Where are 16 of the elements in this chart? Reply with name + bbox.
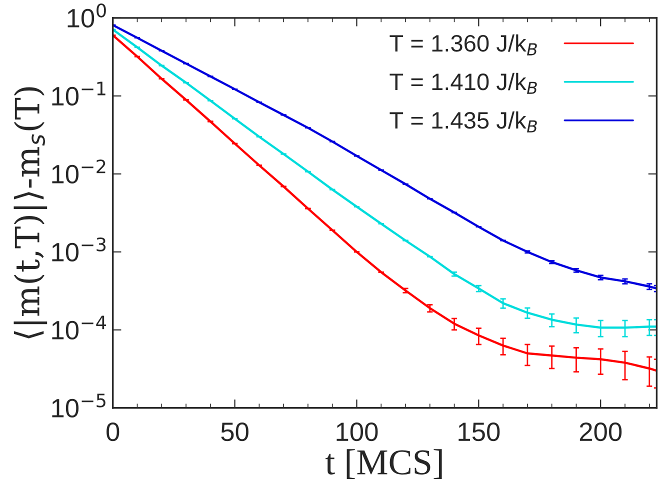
x-axis-title: t [MCS]: [325, 449, 442, 480]
legend-label: T = 1.410 J/k$_{B}$: [390, 72, 537, 94]
y-axis-title: ⟨|m(t,T)|⟩-m$_{s}$(T): [14, 87, 48, 338]
legend-label: T = 1.435 J/k$_{B}$: [390, 111, 537, 132]
y-tick-label: 10$^{−2}$: [52, 159, 106, 184]
x-tick-label: 200: [580, 422, 622, 442]
x-tick-label: 0: [106, 422, 120, 442]
legend-label: T = 1.360 J/k$_{B}$: [390, 34, 537, 56]
y-tick-label: 10$^{−1}$: [52, 82, 106, 106]
y-tick-label: 10$^{−3}$: [52, 237, 106, 262]
y-tick-label: 10$^{−5}$: [52, 394, 106, 418]
x-tick-label: 150: [458, 422, 500, 442]
x-tick-label: 50: [221, 422, 248, 442]
y-tick-label: 10$^{−4}$: [52, 316, 106, 340]
y-tick-label: 10$^{0}$: [68, 3, 106, 28]
x-tick-label: 100: [336, 422, 378, 442]
